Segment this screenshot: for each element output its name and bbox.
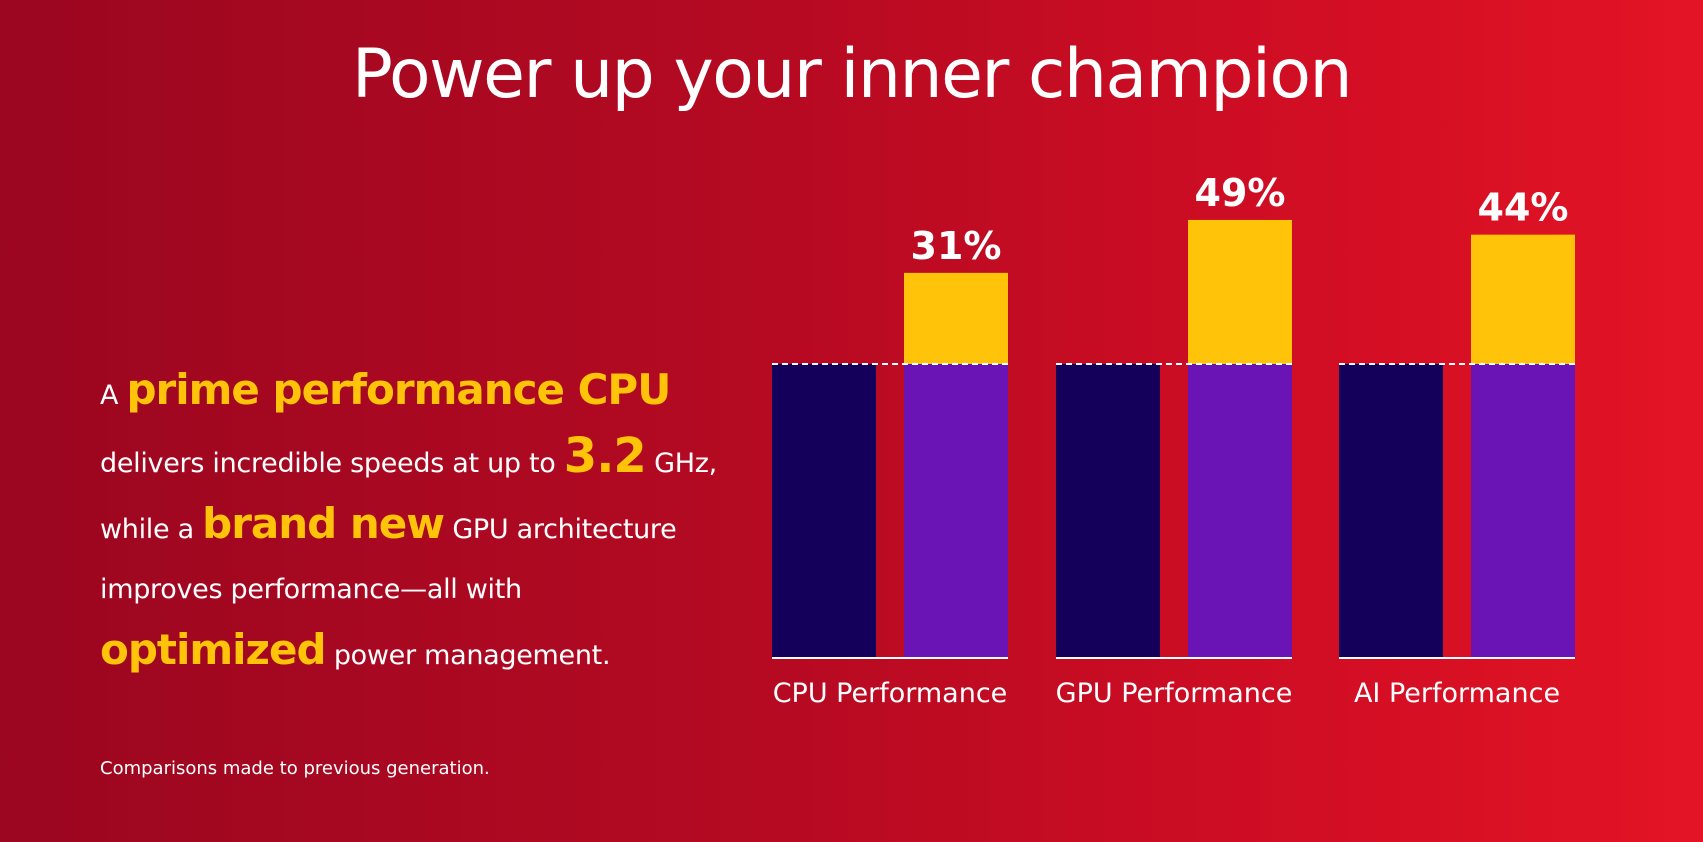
highlight-prime-performance-cpu: prime performance CPU: [126, 365, 671, 414]
data-label-cpu-performance: 31%: [911, 224, 1002, 268]
page-title: Power up your inner champion: [351, 35, 1353, 114]
description-text: delivers incredible speeds at up to: [100, 448, 564, 479]
bar-ai-performance-improvement: [1471, 234, 1575, 364]
highlight-brand-new: brand new: [202, 499, 445, 548]
description-text: GPU architecture improves performance—al…: [100, 514, 677, 605]
footnote: Comparisons made to previous generation.: [100, 758, 490, 779]
category-label-cpu-performance: CPU Performance: [773, 678, 1008, 709]
highlight-optimized: optimized: [100, 625, 327, 674]
description-text: A: [100, 380, 127, 411]
bar-gpu-performance-previous-generation: [1056, 364, 1160, 658]
bar-gpu-performance-current-generation: [1188, 364, 1292, 658]
performance-bar-chart: 31% CPU Performance 49% GPU Performance 44% A…: [772, 171, 1575, 709]
data-label-gpu-performance: 49%: [1195, 171, 1286, 215]
bar-cpu-performance-improvement: [904, 272, 1008, 364]
feature-description: A prime performance CPU delivers incredi…: [100, 360, 750, 686]
data-label-ai-performance: 44%: [1478, 186, 1569, 230]
bar-gpu-performance-improvement: [1188, 219, 1292, 364]
category-label-gpu-performance: GPU Performance: [1056, 678, 1293, 709]
category-label-ai-performance: AI Performance: [1354, 678, 1560, 709]
description-text: GHz, while a: [100, 448, 717, 545]
bar-ai-performance-previous-generation: [1339, 364, 1443, 658]
highlight-clock-speed: 3.2: [563, 428, 647, 484]
bar-ai-performance-current-generation: [1471, 364, 1575, 658]
bar-cpu-performance-current-generation: [904, 364, 1008, 658]
description-text: power management.: [325, 640, 611, 671]
bar-cpu-performance-previous-generation: [772, 364, 876, 658]
